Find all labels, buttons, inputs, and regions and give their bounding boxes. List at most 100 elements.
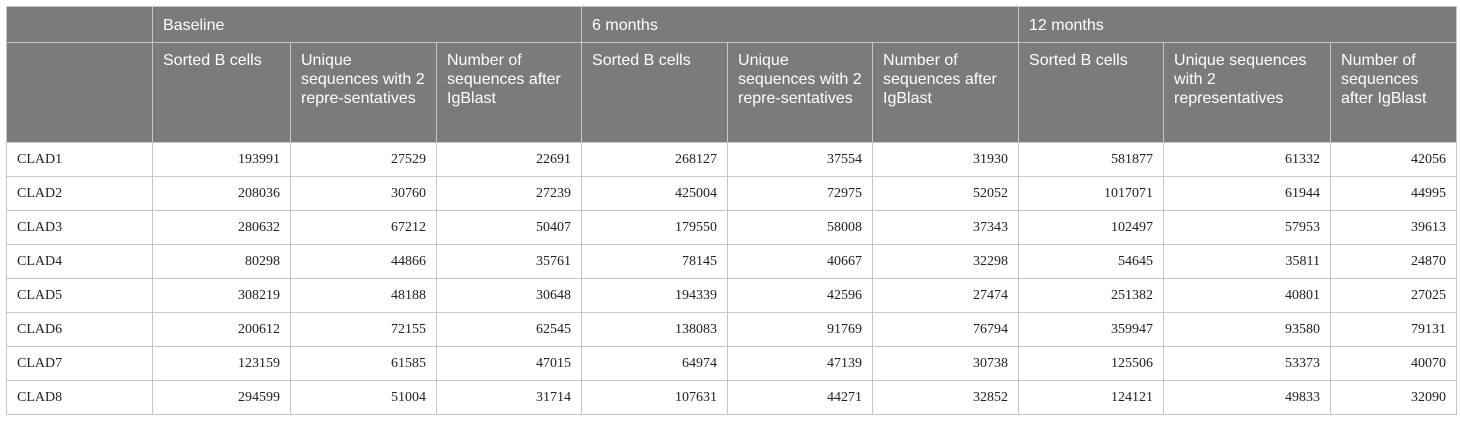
table-row: CLAD8 294599 51004 31714 107631 44271 32852 124… — [6, 380, 1458, 415]
column-header: Unique sequences with 2 representatives — [1163, 42, 1332, 143]
table-cell: 102497 — [1018, 210, 1165, 245]
row-label: CLAD2 — [6, 176, 153, 211]
table-cell: 24870 — [1330, 244, 1458, 279]
table-row: CLAD7 123159 61585 47015 64974 47139 30738 1255… — [6, 346, 1458, 381]
table-cell: 280632 — [152, 210, 291, 245]
table-cell: 32852 — [872, 380, 1020, 415]
group-header-baseline: Baseline — [151, 6, 583, 43]
column-header: Number of sequences after IgBlast — [872, 42, 1020, 143]
table-cell: 50407 — [435, 210, 583, 245]
row-label: CLAD5 — [6, 278, 153, 313]
table-cell: 32090 — [1330, 380, 1458, 415]
table-cell: 44866 — [290, 244, 437, 279]
table-cell: 123159 — [152, 346, 291, 381]
table-cell: 40070 — [1330, 346, 1458, 381]
table-cell: 42056 — [1330, 142, 1458, 177]
row-label: CLAD8 — [6, 380, 153, 415]
table-cell: 79131 — [1330, 312, 1458, 347]
table-cell: 193991 — [152, 142, 291, 177]
table-cell: 42596 — [727, 278, 874, 313]
table-cell: 27025 — [1330, 278, 1458, 313]
table-cell: 52052 — [872, 176, 1020, 211]
table-cell: 22691 — [435, 142, 583, 177]
table-row: CLAD4 80298 44866 35761 78145 40667 32298 54645… — [6, 244, 1458, 279]
table-cell: 53373 — [1163, 346, 1332, 381]
table-cell: 107631 — [581, 380, 729, 415]
table-cell: 268127 — [581, 142, 729, 177]
column-header: Unique sequences with 2 repre-sentatives — [727, 42, 874, 143]
table-cell: 32298 — [872, 244, 1020, 279]
table-cell: 125506 — [1018, 346, 1165, 381]
table-cell: 35811 — [1163, 244, 1332, 279]
corner-cell — [6, 6, 153, 43]
corner-cell — [6, 42, 153, 143]
column-header: Number of sequences after IgBlast — [435, 42, 583, 143]
data-table: Baseline 6 months 12 months Sorted B cel… — [6, 6, 1458, 415]
table-row: CLAD6 200612 72155 62545 138083 91769 76794 359… — [6, 312, 1458, 347]
table-cell: 35761 — [435, 244, 583, 279]
table-cell: 124121 — [1018, 380, 1165, 415]
table-cell: 359947 — [1018, 312, 1165, 347]
column-header: Number of sequences after IgBlast — [1330, 42, 1458, 143]
table-cell: 208036 — [152, 176, 291, 211]
table-cell: 251382 — [1018, 278, 1165, 313]
table-cell: 61332 — [1163, 142, 1332, 177]
table-cell: 47139 — [727, 346, 874, 381]
column-header: Sorted B cells — [152, 42, 291, 143]
row-label: CLAD1 — [6, 142, 153, 177]
table-cell: 47015 — [435, 346, 583, 381]
table-cell: 93580 — [1163, 312, 1332, 347]
table-cell: 91769 — [727, 312, 874, 347]
table-cell: 40667 — [727, 244, 874, 279]
table-cell: 27239 — [435, 176, 583, 211]
table-cell: 138083 — [581, 312, 729, 347]
table-cell: 37554 — [727, 142, 874, 177]
column-header: Sorted B cells — [581, 42, 729, 143]
table-cell: 62545 — [435, 312, 583, 347]
table-cell: 48188 — [290, 278, 437, 313]
table-cell: 72155 — [290, 312, 437, 347]
table-cell: 27529 — [290, 142, 437, 177]
table-cell: 179550 — [581, 210, 729, 245]
table-cell: 67212 — [290, 210, 437, 245]
row-label: CLAD4 — [6, 244, 153, 279]
table-header: Baseline 6 months 12 months Sorted B cel… — [6, 6, 1458, 143]
table-row: CLAD1 193991 27529 22691 268127 37554 31930 581… — [6, 142, 1458, 177]
table-cell: 44995 — [1330, 176, 1458, 211]
table-cell: 39613 — [1330, 210, 1458, 245]
group-header-row: Baseline 6 months 12 months — [6, 6, 1458, 43]
table-row: CLAD3 280632 67212 50407 179550 58008 37343 102… — [6, 210, 1458, 245]
row-label: CLAD6 — [6, 312, 153, 347]
table-cell: 61585 — [290, 346, 437, 381]
table-cell: 51004 — [290, 380, 437, 415]
table-cell: 44271 — [727, 380, 874, 415]
table-cell: 49833 — [1163, 380, 1332, 415]
column-header: Sorted B cells — [1018, 42, 1165, 143]
table-cell: 30648 — [435, 278, 583, 313]
table-cell: 37343 — [872, 210, 1020, 245]
table-cell: 57953 — [1163, 210, 1332, 245]
table-cell: 30738 — [872, 346, 1020, 381]
table-cell: 72975 — [727, 176, 874, 211]
table-body: CLAD1 193991 27529 22691 268127 37554 31930 581… — [6, 142, 1458, 415]
table-cell: 31930 — [872, 142, 1020, 177]
sub-header-row: Sorted B cells Unique sequences with 2 r… — [6, 42, 1458, 143]
table-row: CLAD5 308219 48188 30648 194339 42596 27474 251… — [6, 278, 1458, 313]
table-cell: 27474 — [872, 278, 1020, 313]
table-cell: 64974 — [581, 346, 729, 381]
table-cell: 31714 — [435, 380, 583, 415]
table-cell: 1017071 — [1018, 176, 1165, 211]
table-cell: 40801 — [1163, 278, 1332, 313]
table-cell: 54645 — [1018, 244, 1165, 279]
group-header-6-months: 6 months — [581, 6, 1020, 43]
table-cell: 294599 — [152, 380, 291, 415]
table-cell: 30760 — [290, 176, 437, 211]
table-cell: 80298 — [152, 244, 291, 279]
table-cell: 58008 — [727, 210, 874, 245]
table-cell: 194339 — [581, 278, 729, 313]
table-cell: 76794 — [872, 312, 1020, 347]
row-label: CLAD7 — [6, 346, 153, 381]
table-cell: 308219 — [152, 278, 291, 313]
column-header: Unique sequences with 2 repre-sentatives — [290, 42, 437, 143]
table-cell: 61944 — [1163, 176, 1332, 211]
